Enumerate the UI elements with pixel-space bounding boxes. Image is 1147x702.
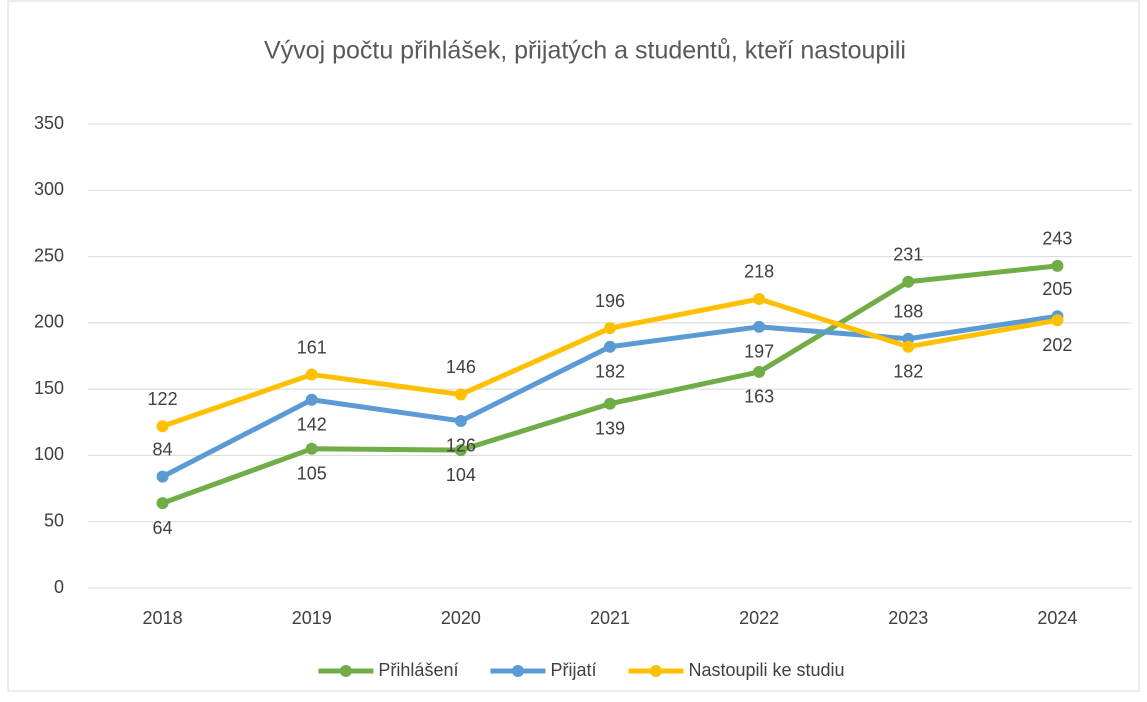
x-tick-label: 2021 [590,608,630,628]
data-label: 243 [1042,229,1072,249]
y-tick-label: 300 [34,179,64,199]
data-label: 218 [744,262,774,282]
data-label: 231 [893,245,923,265]
marker [604,340,616,353]
marker [1051,314,1064,327]
y-tick-label: 200 [34,312,64,332]
legend-label: Přijatí [550,660,596,680]
marker [604,397,616,410]
marker [454,414,467,427]
legend: Přihlášení Přijatí Nastoupili ke studiu [318,660,845,680]
legend-marker [339,665,352,677]
data-label: 163 [744,387,774,407]
data-label: 84 [153,439,173,459]
marker [753,292,766,305]
data-label: 142 [297,414,327,434]
data-label: 196 [595,291,625,311]
data-label: 64 [153,518,173,538]
x-tick-label: 2024 [1037,608,1077,628]
marker [454,444,467,457]
legend-label: Nastoupili ke studiu [688,660,844,680]
data-label: 126 [446,436,476,456]
marker [902,275,915,288]
data-label: 197 [744,342,774,362]
data-label: 105 [297,464,327,484]
data-label: 188 [893,302,923,322]
chart-title: Vývoj počtu přihlášek, přijatých a stude… [264,37,906,65]
marker [902,340,915,353]
data-label: 104 [446,465,476,485]
legend-marker [511,665,524,677]
y-tick-label: 100 [34,444,64,464]
marker [454,388,467,401]
x-tick-label: 2018 [143,608,183,628]
legend-label: Přihlášení [378,660,458,680]
legend-marker [649,665,662,677]
data-label: 139 [595,418,625,438]
x-tick-label: 2019 [292,608,332,628]
data-label: 146 [446,357,476,377]
data-label: 182 [595,361,625,381]
x-tick-label: 2020 [441,608,481,628]
marker [156,420,169,433]
marker [156,470,169,483]
marker [305,442,318,455]
marker [753,320,766,333]
data-label: 202 [1042,335,1072,355]
marker [305,393,318,406]
x-tick-label: 2023 [888,608,928,628]
marker [604,322,616,335]
y-tick-label: 0 [54,577,64,597]
y-tick-label: 350 [34,113,64,133]
marker [156,497,169,510]
data-label: 122 [148,389,178,409]
y-tick-label: 150 [34,378,64,398]
x-tick-label: 2022 [739,608,779,628]
marker [305,368,318,381]
y-tick-label: 250 [34,245,64,265]
data-label: 182 [893,361,923,381]
marker [753,365,766,378]
y-tick-label: 50 [44,510,64,530]
data-label: 205 [1042,279,1072,299]
marker [1051,259,1064,272]
data-label: 161 [297,337,327,357]
